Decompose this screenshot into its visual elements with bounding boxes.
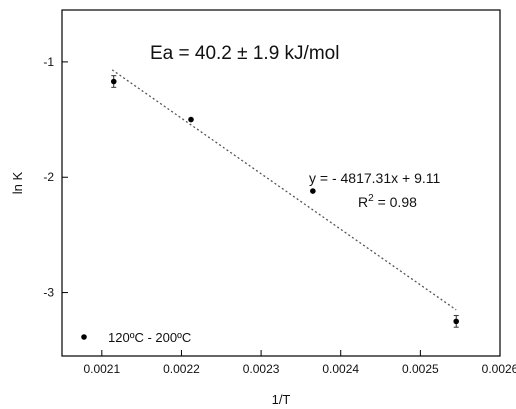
x-axis-title: 1/T [272, 392, 291, 407]
y-axis-title: ln K [10, 171, 25, 194]
activation-energy-label: Ea = 40.2 ± 1.9 kJ/mol [150, 43, 339, 64]
legend-label: 120ºC - 200ºC [108, 330, 191, 345]
x-axis: 0.0021 0.0022 0.0023 0.0024 0.0025 0.0026 [83, 350, 516, 376]
data-points [110, 75, 460, 328]
data-point [453, 318, 460, 325]
fit-line-layer [111, 69, 457, 311]
x-tick-label: 0.0025 [402, 362, 439, 376]
data-point [188, 116, 194, 123]
data-point [310, 188, 316, 194]
plot-frame [61, 9, 501, 357]
y-tick-label: -2 [43, 170, 54, 184]
y-tick-label: -1 [43, 55, 54, 69]
x-tick-label: 0.0022 [163, 362, 200, 376]
x-tick-label: 0.0023 [243, 362, 280, 376]
x-tick-label: 0.0021 [83, 362, 120, 376]
fit-equation-label: y = - 4817.31x + 9.11 [309, 170, 440, 186]
legend: 120ºC - 200ºC [81, 330, 191, 345]
y-axis: -1 -2 -3 [43, 55, 68, 300]
y-tick-label: -3 [43, 286, 54, 300]
r-squared-label: R2 = 0.98 [358, 193, 417, 210]
fit-line [111, 69, 457, 311]
data-point [110, 78, 117, 85]
x-tick-label: 0.0026 [482, 362, 516, 376]
legend-marker [81, 334, 87, 340]
x-tick-label: 0.0024 [322, 362, 359, 376]
